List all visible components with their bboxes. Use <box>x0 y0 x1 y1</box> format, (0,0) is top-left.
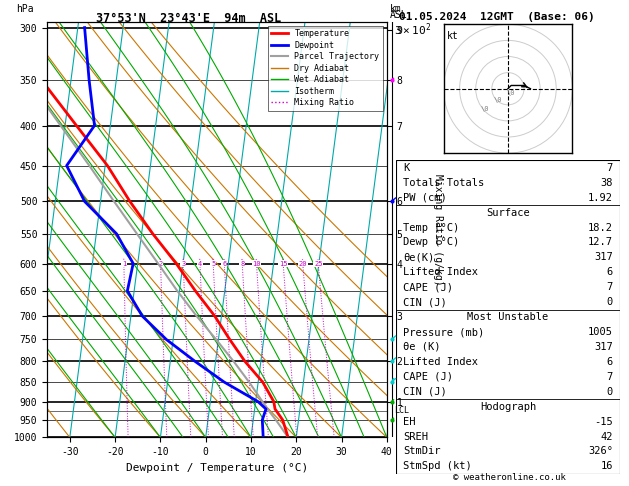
Text: 317: 317 <box>594 252 613 262</box>
Text: Surface: Surface <box>486 208 530 218</box>
Text: kt: kt <box>447 31 459 41</box>
Text: ASL: ASL <box>390 10 408 20</box>
Text: SREH: SREH <box>403 432 428 442</box>
Legend: Temperature, Dewpoint, Parcel Trajectory, Dry Adiabat, Wet Adiabat, Isotherm, Mi: Temperature, Dewpoint, Parcel Trajectory… <box>268 26 382 111</box>
Text: 8: 8 <box>240 260 244 266</box>
Text: 0: 0 <box>606 387 613 397</box>
Text: 1.92: 1.92 <box>588 192 613 203</box>
Text: 25: 25 <box>314 260 323 266</box>
X-axis label: Dewpoint / Temperature (°C): Dewpoint / Temperature (°C) <box>126 463 308 473</box>
Text: θe(K): θe(K) <box>403 252 434 262</box>
Text: Most Unstable: Most Unstable <box>467 312 548 322</box>
Text: 7: 7 <box>606 372 613 382</box>
Text: -15: -15 <box>594 417 613 427</box>
Text: Temp (°C): Temp (°C) <box>403 223 459 233</box>
Text: \0: \0 <box>494 97 503 103</box>
Text: \0: \0 <box>507 90 515 96</box>
Text: 317: 317 <box>594 342 613 352</box>
Text: Lifted Index: Lifted Index <box>403 267 478 278</box>
Text: Hodograph: Hodograph <box>480 401 536 412</box>
Text: 15: 15 <box>279 260 287 266</box>
Text: CAPE (J): CAPE (J) <box>403 372 453 382</box>
Text: 16: 16 <box>600 461 613 471</box>
Text: © weatheronline.co.uk: © weatheronline.co.uk <box>453 473 566 482</box>
Text: 01.05.2024  12GMT  (Base: 06): 01.05.2024 12GMT (Base: 06) <box>399 12 595 22</box>
Text: hPa: hPa <box>16 3 34 14</box>
Text: 42: 42 <box>600 432 613 442</box>
Text: Totals Totals: Totals Totals <box>403 178 484 188</box>
Text: EH: EH <box>403 417 416 427</box>
Text: 4: 4 <box>198 260 202 266</box>
Text: 6: 6 <box>606 357 613 367</box>
Text: 3: 3 <box>181 260 186 266</box>
Text: 20: 20 <box>299 260 307 266</box>
Text: StmDir: StmDir <box>403 447 440 456</box>
Text: 5: 5 <box>211 260 215 266</box>
Text: 37°53'N  23°43'E  94m  ASL: 37°53'N 23°43'E 94m ASL <box>96 12 281 25</box>
Text: CIN (J): CIN (J) <box>403 387 447 397</box>
Text: 2: 2 <box>159 260 163 266</box>
Text: 6: 6 <box>222 260 226 266</box>
Text: 326°: 326° <box>588 447 613 456</box>
Text: StmSpd (kt): StmSpd (kt) <box>403 461 472 471</box>
Text: K: K <box>403 163 409 173</box>
Text: Pressure (mb): Pressure (mb) <box>403 327 484 337</box>
Y-axis label: Mixing Ratio (g/kg): Mixing Ratio (g/kg) <box>433 174 443 285</box>
Text: 7: 7 <box>606 282 613 292</box>
Text: PW (cm): PW (cm) <box>403 192 447 203</box>
Text: CIN (J): CIN (J) <box>403 297 447 307</box>
Text: 12.7: 12.7 <box>588 238 613 247</box>
Text: 1: 1 <box>122 260 126 266</box>
Text: 7: 7 <box>606 163 613 173</box>
Text: 0: 0 <box>606 297 613 307</box>
Text: 6: 6 <box>606 267 613 278</box>
Text: Lifted Index: Lifted Index <box>403 357 478 367</box>
Text: 38: 38 <box>600 178 613 188</box>
Text: \0: \0 <box>481 106 489 112</box>
Text: θe (K): θe (K) <box>403 342 440 352</box>
Text: 10: 10 <box>252 260 261 266</box>
Text: CAPE (J): CAPE (J) <box>403 282 453 292</box>
Text: km: km <box>390 3 402 14</box>
Text: 18.2: 18.2 <box>588 223 613 233</box>
Text: 1005: 1005 <box>588 327 613 337</box>
Text: Dewp (°C): Dewp (°C) <box>403 238 459 247</box>
Text: LCL: LCL <box>394 406 409 416</box>
